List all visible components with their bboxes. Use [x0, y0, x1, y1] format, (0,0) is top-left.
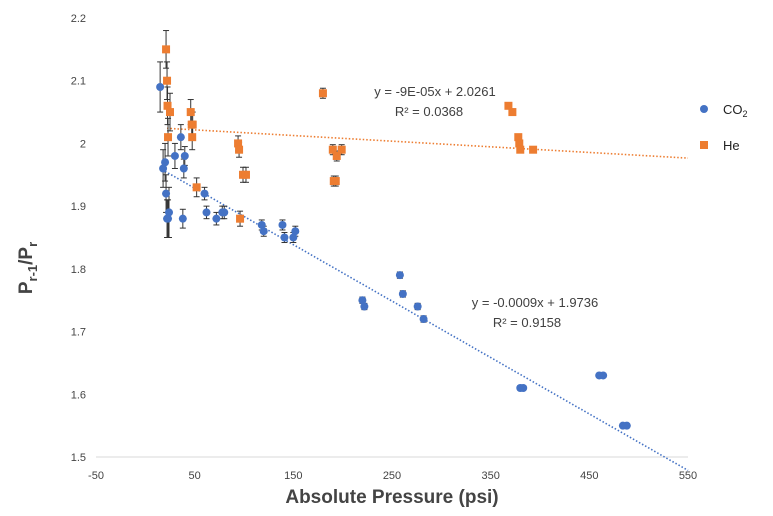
- he-trend-equation: y = -9E-05x + 2.0261: [374, 84, 495, 99]
- co2-point-5: [164, 214, 173, 223]
- he-point-2: [163, 101, 172, 110]
- legend-co2-text: CO: [723, 102, 743, 117]
- co2-point-34: [622, 421, 631, 430]
- co2-point-12: [200, 189, 209, 198]
- co2-point-2: [161, 158, 170, 167]
- co2-point-9: [178, 214, 187, 223]
- he-point-1: [163, 76, 172, 85]
- he-point-14: [241, 170, 250, 179]
- y-tick-label-5: 2: [80, 138, 86, 150]
- he-point-16: [328, 145, 337, 154]
- co2-trend-equation: y = -0.0009x + 1.9736: [472, 295, 598, 310]
- co2-point-23: [358, 296, 367, 305]
- x-tick-label-0: -50: [88, 470, 104, 482]
- co2-point-6: [165, 208, 174, 217]
- he-point-22: [508, 108, 517, 117]
- he-point-4: [166, 108, 174, 117]
- legend-co2-sub: 2: [743, 109, 748, 119]
- x-tick-label-1: 50: [189, 470, 201, 482]
- co2-point-11: [180, 151, 189, 160]
- he-point-26: [529, 145, 538, 154]
- he-point-5: [186, 108, 195, 117]
- he-point-18: [331, 177, 340, 186]
- co2-trend-r2: R² = 0.9158: [493, 315, 561, 330]
- co2-point-25: [395, 271, 404, 280]
- x-tick-label-3: 250: [383, 470, 401, 482]
- co2-point-20: [280, 233, 289, 242]
- co2-point-16: [220, 208, 229, 217]
- he-point-0: [162, 45, 171, 54]
- x-tick-label-2: 150: [284, 470, 302, 482]
- legend-co2-marker: [700, 105, 708, 113]
- y-axis-title-sub2: r: [25, 242, 40, 247]
- he-point-23: [514, 133, 523, 142]
- co2-point-1: [159, 164, 168, 173]
- co2-point-14: [212, 214, 221, 223]
- y-tick-label-1: 1.6: [71, 389, 86, 401]
- data-points: [156, 45, 631, 430]
- y-axis-title-sub: r-1: [25, 265, 40, 282]
- he-trend-r2: R² = 0.0368: [395, 104, 463, 119]
- he-trendline: [166, 127, 689, 159]
- x-tick-label-4: 350: [481, 470, 499, 482]
- co2-point-22: [291, 227, 300, 236]
- y-tick-label-4: 1.9: [71, 201, 86, 213]
- y-tick-label-3: 1.8: [71, 264, 86, 276]
- co2-point-7: [170, 151, 179, 160]
- co2-point-27: [413, 302, 422, 311]
- he-point-19: [332, 151, 341, 160]
- y-tick-label-0: 1.5: [71, 452, 86, 464]
- y-tick-label-2: 1.7: [71, 327, 86, 339]
- co2-point-26: [398, 289, 407, 298]
- he-point-15: [318, 89, 327, 98]
- he-point-12: [236, 214, 245, 223]
- he-point-24: [515, 139, 524, 148]
- y-tick-label-6: 2.1: [71, 76, 86, 88]
- he-point-20: [337, 145, 346, 154]
- he-point-10: [234, 139, 243, 148]
- he-point-21: [504, 101, 513, 110]
- co2-point-13: [202, 208, 211, 217]
- co2-point-24: [360, 302, 369, 311]
- y-tick-labels: 1.5 1.6 1.7 1.8 1.9 2 2.1 2.2: [71, 13, 86, 464]
- co2-point-17: [257, 220, 266, 229]
- he-point-8: [188, 120, 197, 129]
- y-axis-title-slash: /P: [16, 247, 37, 265]
- co2-point-32: [599, 371, 608, 380]
- legend-he-label: He: [723, 138, 740, 153]
- y-tick-label-7: 2.2: [71, 13, 86, 25]
- he-point-7: [188, 133, 197, 142]
- x-tick-label-6: 550: [679, 470, 697, 482]
- co2-point-8: [176, 133, 185, 142]
- co2-point-0: [156, 82, 165, 91]
- x-tick-label-5: 450: [580, 470, 598, 482]
- he-point-3: [164, 133, 173, 142]
- co2-point-19: [278, 220, 287, 229]
- he-point-9: [192, 183, 201, 192]
- he-point-11: [235, 145, 244, 154]
- co2-point-21: [289, 233, 298, 242]
- co2-point-28: [419, 315, 428, 324]
- he-point-25: [516, 145, 525, 154]
- co2-point-10: [179, 164, 188, 173]
- co2-point-3: [162, 189, 171, 198]
- y-axis-title-p: P: [16, 281, 37, 294]
- y-axis-title: Pr-1/Pr: [16, 242, 40, 294]
- co2-point-18: [259, 227, 268, 236]
- legend-he-marker: [700, 141, 708, 149]
- legend: CO2 He: [700, 102, 748, 153]
- x-axis-title: Absolute Pressure (psi): [285, 487, 498, 508]
- legend-co2-label: CO2: [723, 102, 748, 119]
- x-tick-labels: -50 50 150 250 350 450 550: [88, 470, 697, 482]
- co2-point-30: [519, 384, 528, 393]
